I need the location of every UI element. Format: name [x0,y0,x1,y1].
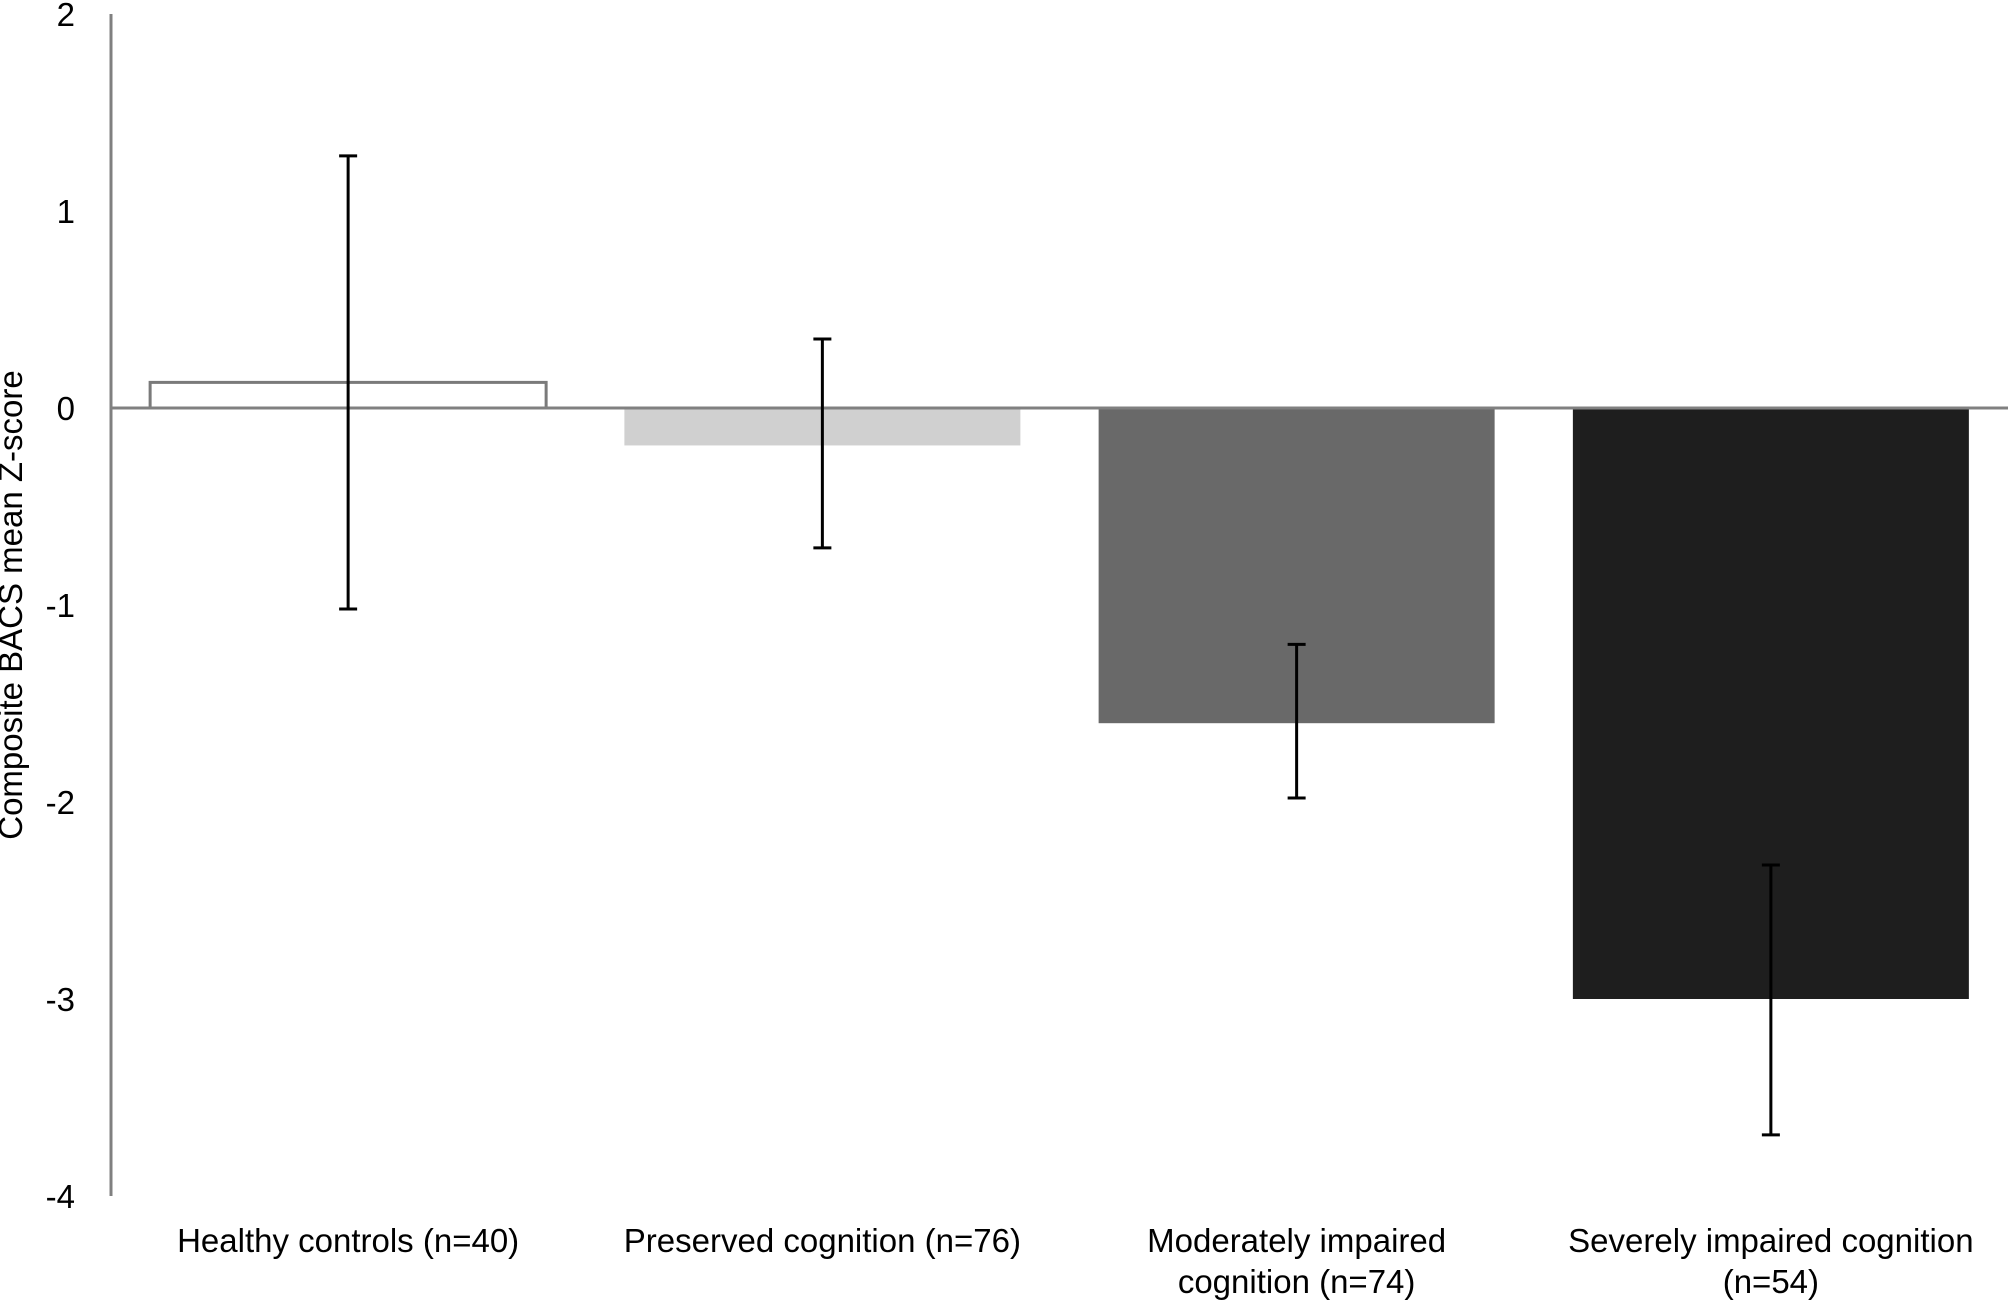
x-category-label: Preserved cognition (n=76) [624,1222,1021,1259]
category-labels: Healthy controls (n=40) Preserved cogniti… [177,1222,1973,1300]
y-tick-label: -1 [46,587,75,624]
y-tick-label: -2 [46,784,75,821]
axes [109,14,2008,1196]
x-category-label: Moderately impaired [1147,1222,1446,1259]
x-category-label: cognition (n=74) [1178,1263,1416,1300]
y-tick-label: -4 [46,1178,75,1215]
y-tick-label: 0 [57,390,75,427]
bars [148,380,1969,999]
error-bars [339,154,1780,1137]
y-tick-label: 2 [57,0,75,33]
y-axis-ticks: 2 1 0 -1 -2 -3 -4 [46,0,75,1215]
y-axis-title: Composite BACS mean Z-score [0,370,29,840]
x-category-label: (n=54) [1723,1263,1819,1300]
x-category-label: Severely impaired cognition [1568,1222,1973,1259]
y-tick-label: 1 [57,193,75,230]
x-category-label: Healthy controls (n=40) [177,1222,519,1259]
y-tick-label: -3 [46,981,75,1018]
